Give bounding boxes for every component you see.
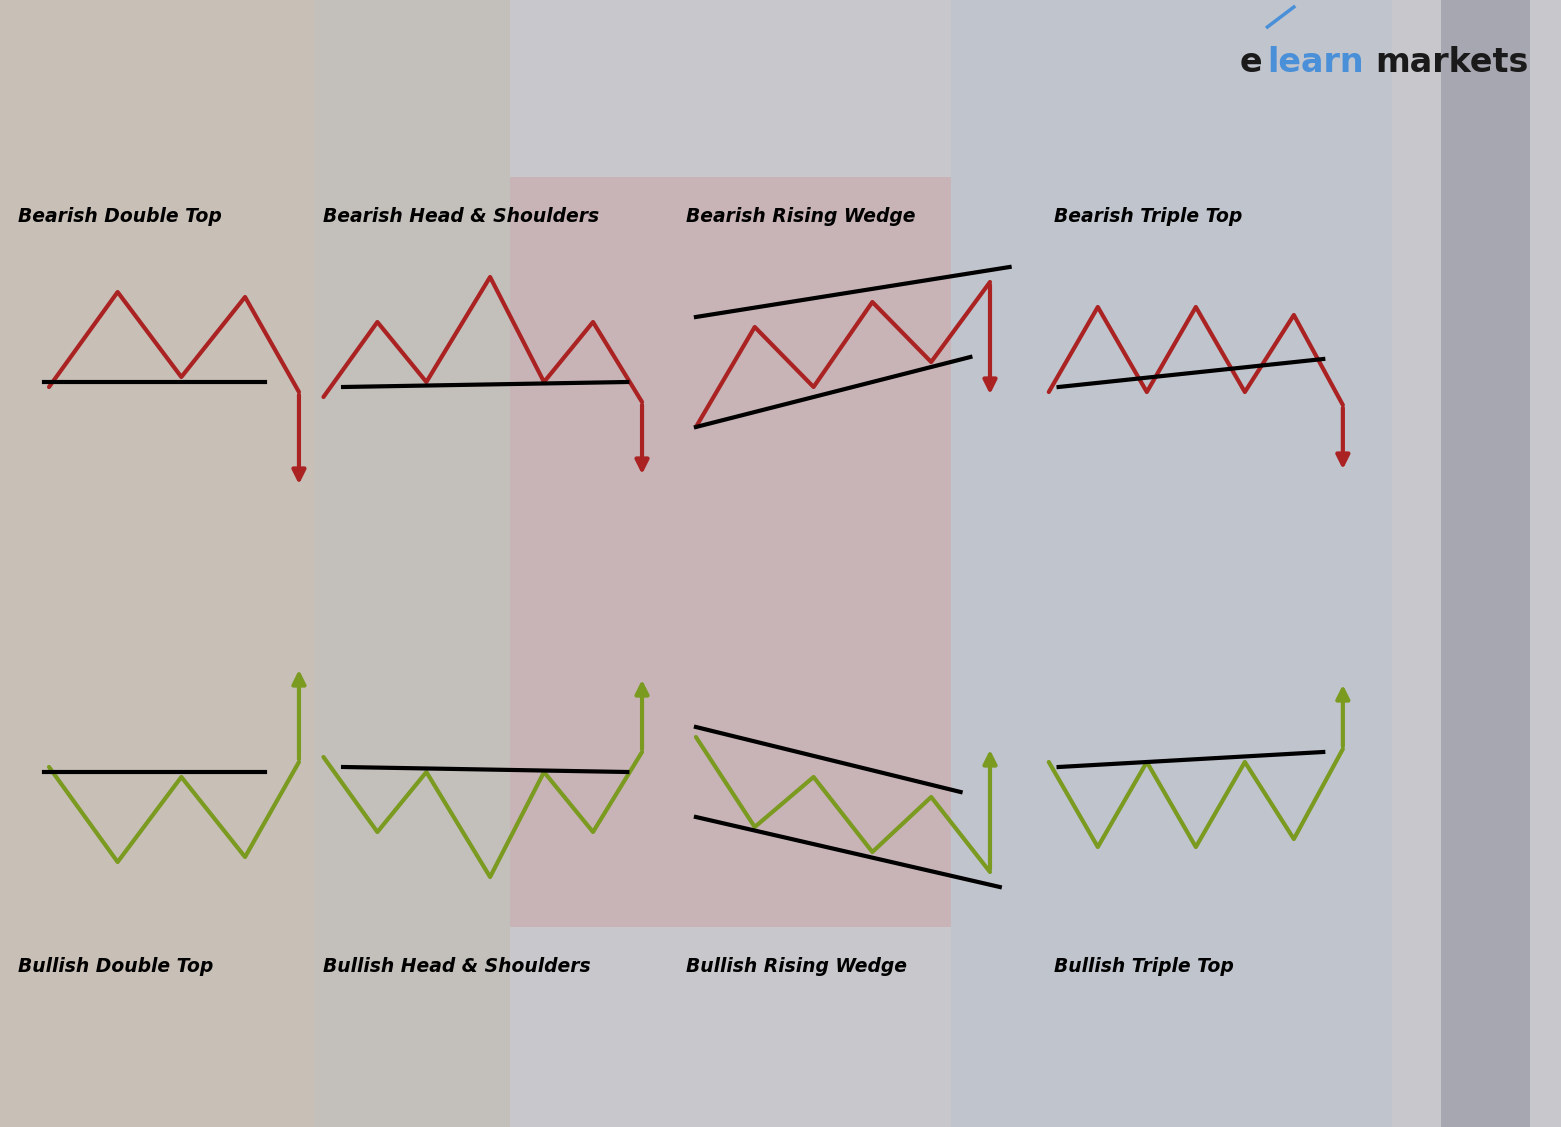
FancyBboxPatch shape bbox=[314, 0, 510, 1127]
Text: Bullish Rising Wedge: Bullish Rising Wedge bbox=[687, 957, 907, 976]
Text: Bullish Triple Top: Bullish Triple Top bbox=[1054, 957, 1233, 976]
Text: Bullish Double Top: Bullish Double Top bbox=[17, 957, 212, 976]
Text: e: e bbox=[1239, 45, 1263, 79]
Text: Bearish Triple Top: Bearish Triple Top bbox=[1054, 207, 1243, 227]
Text: Bearish Rising Wedge: Bearish Rising Wedge bbox=[687, 207, 916, 227]
FancyBboxPatch shape bbox=[951, 0, 1392, 1127]
FancyBboxPatch shape bbox=[1441, 0, 1530, 1127]
Text: markets: markets bbox=[1375, 45, 1528, 79]
Text: Bullish Head & Shoulders: Bullish Head & Shoulders bbox=[323, 957, 592, 976]
FancyBboxPatch shape bbox=[0, 0, 314, 1127]
Text: Bearish Head & Shoulders: Bearish Head & Shoulders bbox=[323, 207, 599, 227]
FancyBboxPatch shape bbox=[510, 177, 951, 928]
Text: learn: learn bbox=[1268, 45, 1364, 79]
Text: Bearish Double Top: Bearish Double Top bbox=[17, 207, 222, 227]
